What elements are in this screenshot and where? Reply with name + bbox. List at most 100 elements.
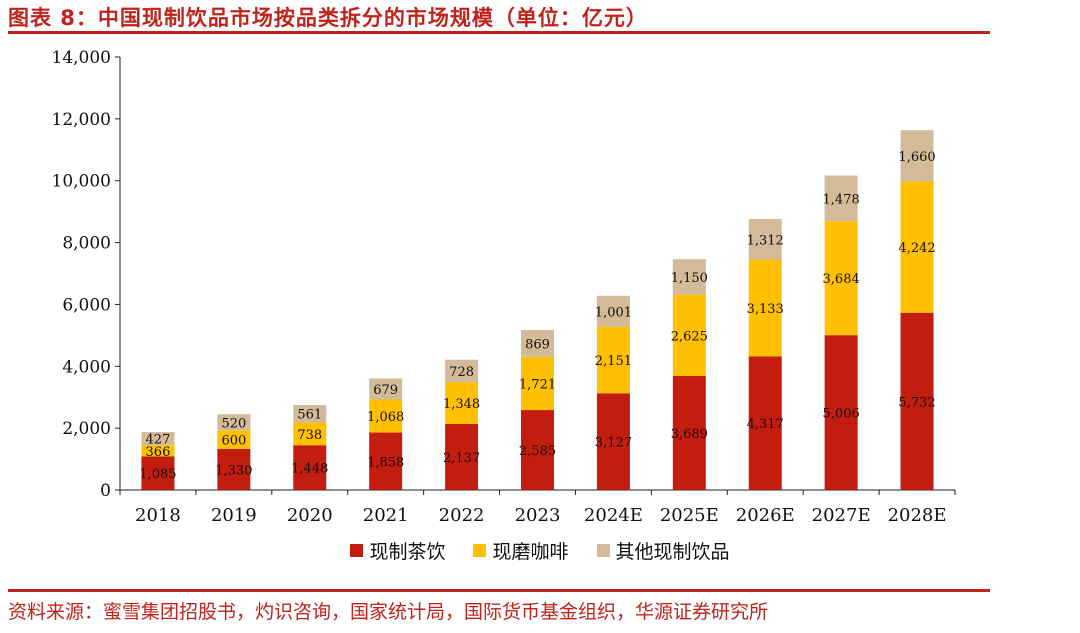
bar-segment — [824, 175, 858, 222]
data-label: 1,858 — [367, 455, 404, 470]
data-label: 679 — [373, 383, 398, 398]
x-tick-label: 2023 — [515, 505, 561, 526]
data-label: 366 — [146, 445, 171, 460]
bar-segment — [672, 259, 706, 295]
bar-segment — [293, 405, 327, 423]
legend-swatch-coffee — [473, 544, 487, 557]
bar-segment — [445, 382, 479, 424]
data-label: 1,068 — [367, 410, 404, 425]
data-label: 600 — [221, 434, 246, 449]
bar-segment — [900, 312, 934, 490]
bar-segment — [217, 414, 251, 431]
title-rule — [8, 31, 990, 34]
data-label: 4,242 — [898, 241, 935, 256]
x-tick-label: 2024E — [584, 505, 643, 526]
bar-segment — [293, 445, 327, 490]
bar-segment — [748, 356, 782, 490]
y-tick-label: 10,000 — [52, 172, 111, 192]
x-tick-label: 2027E — [812, 505, 871, 526]
y-tick-label: 2,000 — [62, 419, 111, 439]
bar-segment — [748, 259, 782, 357]
data-label: 3,689 — [671, 427, 708, 442]
data-label: 728 — [449, 365, 474, 380]
data-label: 2,625 — [671, 329, 708, 344]
data-label: 4,317 — [747, 417, 784, 432]
data-label: 869 — [525, 337, 550, 352]
y-tick-label: 14,000 — [52, 48, 111, 68]
bar-segment — [748, 219, 782, 260]
bar-segment — [900, 130, 934, 182]
footer-rule — [8, 589, 990, 592]
data-label: 2,151 — [595, 354, 632, 369]
bar-segment — [141, 431, 175, 446]
bar-segment — [900, 181, 934, 313]
bar-segment — [596, 295, 630, 327]
bar-segment — [293, 422, 327, 446]
bar-segment — [141, 445, 175, 457]
data-label: 1,085 — [139, 467, 176, 482]
y-tick-label: 6,000 — [62, 295, 111, 315]
bar-segment — [672, 294, 706, 376]
legend-swatch-tea — [350, 544, 364, 557]
bar-segment — [369, 378, 403, 400]
x-tick-label: 2022 — [439, 505, 485, 526]
data-label: 2,585 — [519, 444, 556, 459]
x-tick-label: 2018 — [135, 505, 181, 526]
bar-segment — [824, 221, 858, 336]
data-label: 520 — [221, 416, 246, 431]
data-label: 1,348 — [443, 397, 480, 412]
chart-title: 图表 8：中国现制饮品市场按品类拆分的市场规模（单位：亿元） — [8, 6, 648, 30]
data-label: 2,137 — [443, 451, 480, 466]
data-label: 1,150 — [671, 271, 708, 286]
x-tick-label: 2020 — [287, 505, 333, 526]
bar-segment — [217, 448, 251, 490]
bar-segment — [445, 359, 479, 383]
bar-segment — [369, 432, 403, 490]
data-label: 1,312 — [747, 233, 784, 248]
y-tick-label: 8,000 — [62, 234, 111, 254]
bar-segment — [141, 456, 175, 490]
bar-segment — [521, 356, 554, 411]
legend-item-other: 其他现制饮品 — [596, 537, 730, 564]
data-label: 1,660 — [898, 150, 935, 165]
data-label: 3,133 — [747, 302, 784, 317]
data-label: 1,478 — [823, 192, 860, 207]
legend-item-coffee: 现磨咖啡 — [473, 537, 569, 564]
x-tick-label: 2021 — [363, 505, 409, 526]
data-label: 5,006 — [823, 407, 860, 422]
bar-segment — [217, 430, 251, 449]
y-tick-label: 0 — [100, 481, 111, 501]
x-tick-label: 2026E — [736, 505, 795, 526]
chart-legend: 现制茶饮 现磨咖啡 其他现制饮品 — [0, 537, 1080, 564]
data-label: 3,684 — [823, 272, 860, 287]
bar-segment — [596, 393, 630, 490]
data-label: 1,001 — [595, 305, 632, 320]
data-label: 5,732 — [898, 395, 935, 410]
y-tick-label: 4,000 — [62, 357, 111, 377]
legend-label-other: 其他现制饮品 — [615, 541, 730, 563]
data-label: 561 — [297, 408, 322, 423]
data-label: 1,330 — [215, 463, 252, 478]
data-label: 427 — [146, 433, 171, 448]
data-label: 738 — [297, 428, 322, 443]
legend-item-tea: 现制茶饮 — [350, 537, 445, 564]
x-tick-label: 2028E — [888, 505, 947, 526]
data-label: 1,448 — [291, 462, 328, 477]
y-tick-label: 12,000 — [52, 110, 111, 130]
bar-segment — [596, 326, 630, 394]
x-tick-label: 2025E — [660, 505, 719, 526]
legend-swatch-other — [596, 544, 610, 557]
bar-segment — [445, 423, 479, 490]
source-note: 资料来源：蜜雪集团招股书，灼识咨询，国家统计局，国际货币基金组织，华源证券研究所 — [8, 601, 769, 623]
bar-segment — [672, 375, 706, 490]
legend-label-coffee: 现磨咖啡 — [492, 541, 569, 563]
bar-segment — [521, 410, 554, 490]
bar-segment — [521, 329, 554, 357]
data-label: 1,721 — [519, 377, 556, 392]
x-tick-label: 2019 — [211, 505, 257, 526]
data-label: 3,127 — [595, 436, 632, 451]
legend-label-tea: 现制茶饮 — [369, 541, 446, 563]
bar-segment — [369, 399, 403, 433]
bar-segment — [824, 335, 858, 490]
